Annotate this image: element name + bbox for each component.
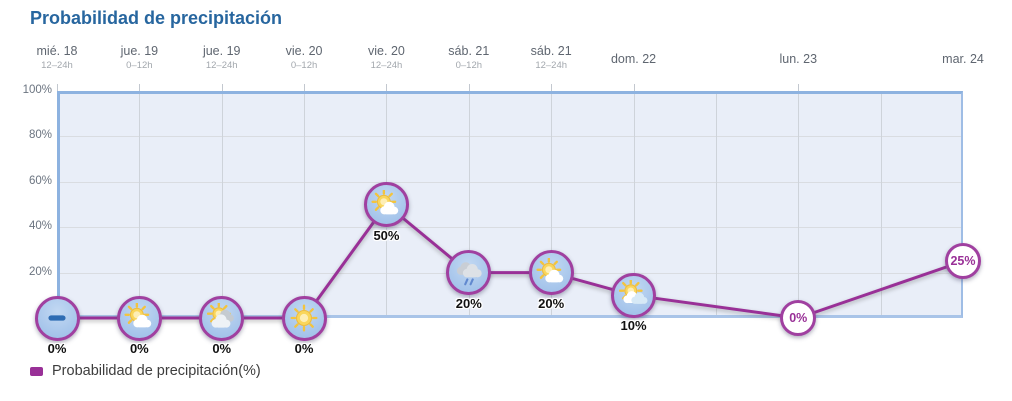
- data-point-value-marker[interactable]: 0%: [780, 300, 817, 336]
- legend-label: Probabilidad de precipitación(%): [52, 363, 261, 379]
- legend-swatch-icon: [30, 366, 43, 376]
- header-tick: [221, 84, 223, 91]
- v-gridline: [221, 94, 223, 315]
- v-gridline: [798, 94, 800, 315]
- header-tick: [304, 84, 306, 91]
- day-label: mar. 24: [942, 52, 984, 66]
- page-title: Probabilidad de precipitación: [30, 8, 283, 28]
- clouds-sun-icon: [206, 303, 234, 328]
- data-point-label: 20%: [455, 295, 482, 311]
- day-header: jue. 19 12–24h: [203, 44, 241, 71]
- day-label: vie. 20: [285, 44, 323, 58]
- header-tick: [551, 84, 553, 91]
- day-label: sáb. 21: [530, 44, 572, 58]
- day-label: dom. 22: [610, 52, 657, 66]
- y-axis-tick-label: 60%: [28, 174, 52, 187]
- day-header: vie. 20 12–24h: [368, 44, 405, 71]
- header-tick: [633, 84, 635, 91]
- data-point-label: 10%: [620, 318, 647, 334]
- day-header: mié. 18 12–24h: [37, 44, 78, 71]
- header-tick: [139, 84, 141, 91]
- day-label: vie. 20: [368, 44, 405, 58]
- v-gridline: [880, 94, 882, 315]
- rain-icon: [456, 261, 482, 285]
- data-point-label: 0%: [129, 341, 149, 356]
- data-point-sun-cloud-icon[interactable]: [116, 295, 162, 341]
- day-label: jue. 19: [120, 44, 159, 58]
- day-header: lun. 23: [780, 52, 818, 66]
- y-axis-tick-label: 20%: [28, 265, 52, 278]
- data-point-rain-icon[interactable]: [446, 250, 492, 296]
- header-tick: [57, 84, 58, 91]
- day-header: dom. 22: [611, 52, 656, 66]
- data-point-clouds-sun-icon[interactable]: [199, 295, 245, 341]
- h-gridline: [60, 227, 961, 229]
- sun-cloud-icon: [536, 257, 564, 283]
- day-label: lun. 23: [779, 52, 818, 66]
- chart-plot-area: [57, 91, 963, 318]
- data-point-value-marker[interactable]: 25%: [945, 243, 981, 280]
- header-tick: [798, 84, 800, 91]
- period-label: 0–12h: [455, 60, 483, 71]
- day-label: sáb. 21: [448, 44, 490, 58]
- data-point-sun-cloud-icon[interactable]: [528, 250, 574, 296]
- y-axis-tick-label: 40%: [28, 220, 52, 233]
- period-label: 12–24h: [41, 60, 73, 71]
- header-tick: [386, 84, 388, 91]
- data-point-label: 0%: [294, 341, 314, 356]
- legend-item[interactable]: Probabilidad de precipitación(%): [30, 363, 261, 379]
- v-gridline: [139, 94, 141, 315]
- data-point-sun-clouds-icon[interactable]: [611, 272, 657, 318]
- period-label: 12–24h: [205, 60, 238, 71]
- data-point-no-data-icon[interactable]: [34, 295, 80, 341]
- data-point-label: 50%: [373, 227, 400, 243]
- day-header: sáb. 21 0–12h: [448, 44, 489, 71]
- day-label: jue. 19: [202, 44, 241, 58]
- day-header: vie. 20 0–12h: [286, 44, 323, 71]
- h-gridline: [60, 136, 961, 138]
- period-label: 0–12h: [290, 60, 318, 71]
- sun-cloud-icon: [124, 303, 152, 328]
- data-point-sun-cloud-icon[interactable]: [363, 182, 409, 227]
- y-axis-tick-label: 100%: [22, 84, 52, 96]
- y-axis-tick-label: 80%: [28, 129, 52, 142]
- h-gridline: [60, 181, 961, 183]
- v-gridline: [715, 94, 717, 315]
- v-gridline: [304, 94, 306, 315]
- data-point-label: 0%: [212, 341, 232, 356]
- sun-icon: [290, 304, 318, 332]
- no-data-icon: [48, 315, 66, 321]
- day-label: mié. 18: [36, 44, 78, 58]
- period-label: 12–24h: [535, 60, 568, 71]
- h-gridline: [60, 272, 961, 274]
- period-label: 12–24h: [370, 60, 403, 71]
- day-header: mar. 24: [942, 52, 984, 66]
- day-header: jue. 19 0–12h: [121, 44, 159, 71]
- sun-clouds-icon: [618, 280, 647, 305]
- period-label: 0–12h: [126, 60, 153, 71]
- sun-cloud-icon: [371, 189, 399, 214]
- header-tick: [468, 84, 470, 91]
- data-point-label: 0%: [47, 341, 67, 356]
- data-point-sun-icon[interactable]: [281, 295, 327, 341]
- day-header: sáb. 21 12–24h: [531, 44, 572, 71]
- data-point-label: 20%: [538, 295, 565, 311]
